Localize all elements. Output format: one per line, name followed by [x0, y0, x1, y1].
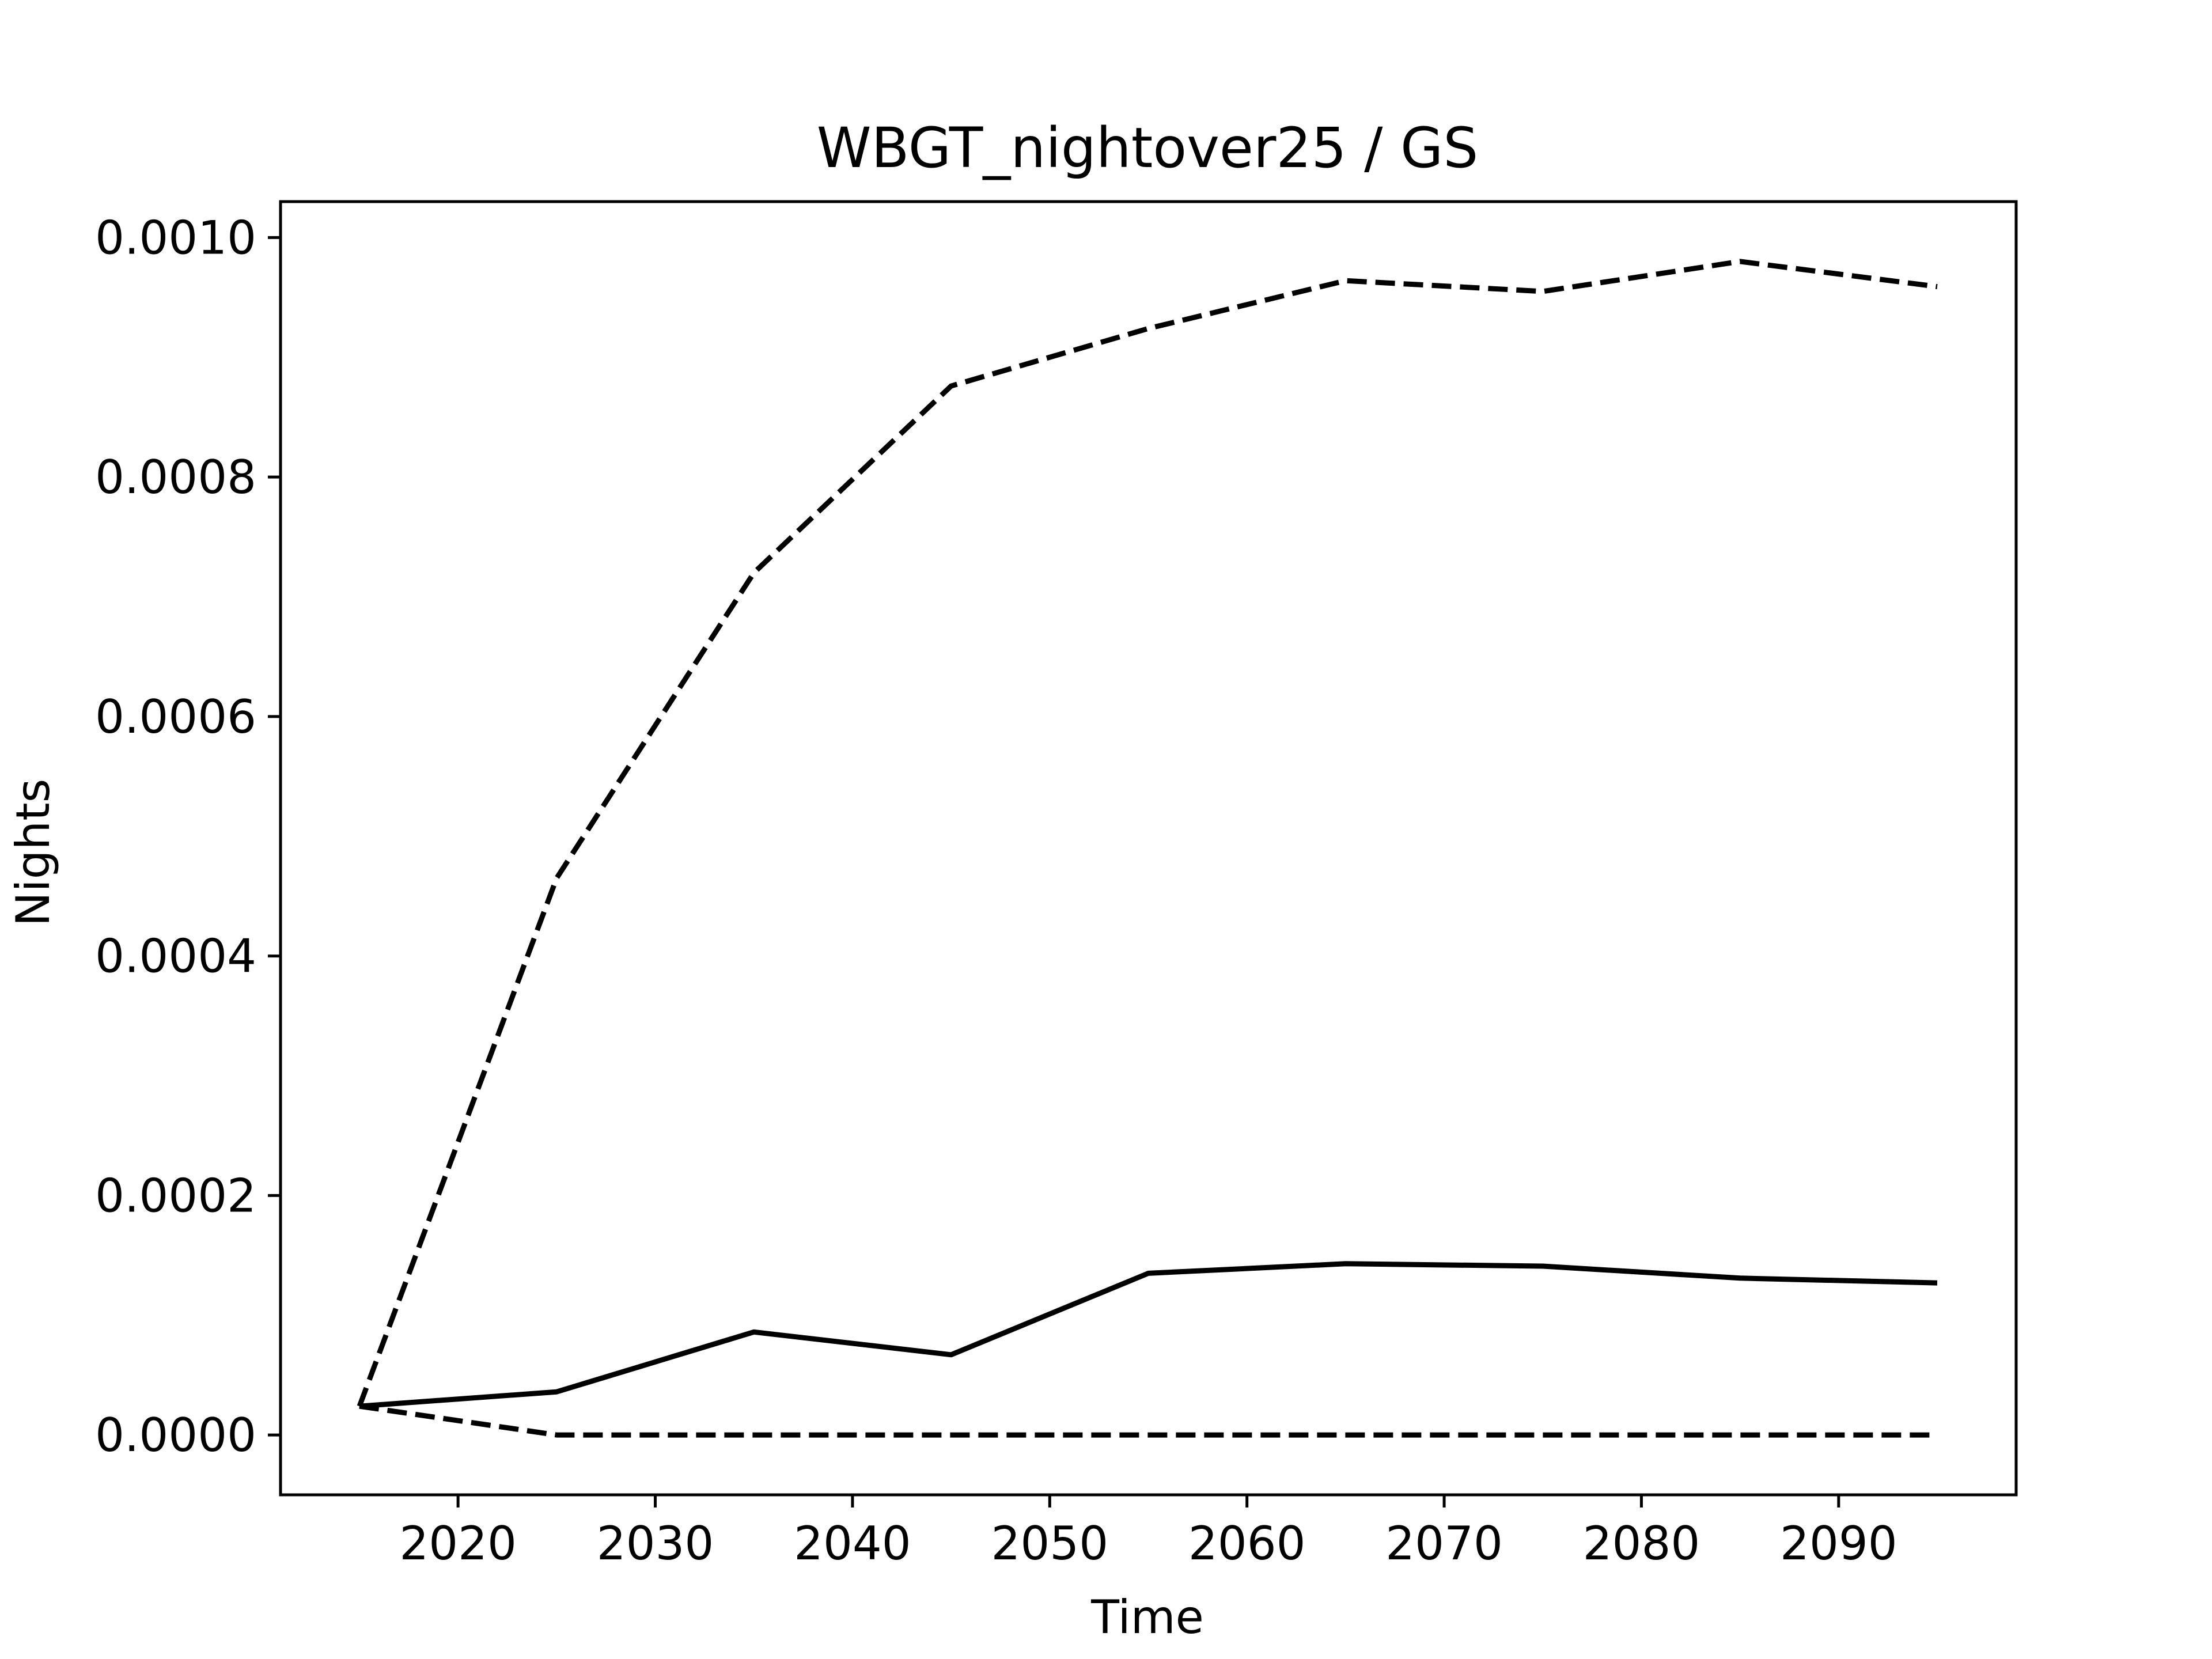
y-tick-label: 0.0006: [95, 690, 256, 744]
x-axis: 2020 2030 2040 2050 2060 2070 2080 2090: [399, 1495, 1897, 1570]
y-tick-label: 0.0008: [95, 450, 256, 504]
y-axis-label: Nights: [6, 779, 60, 927]
x-tick-label: 2040: [794, 1517, 911, 1570]
chart-title: WBGT_nightover25 / GS: [817, 116, 1479, 180]
x-tick-label: 2090: [1780, 1517, 1897, 1570]
y-tick-label: 0.0010: [95, 211, 256, 264]
y-tick-label: 0.0004: [95, 930, 256, 983]
x-tick-label: 2070: [1385, 1517, 1503, 1570]
series-layer: [357, 259, 1938, 1438]
y-axis: 0.0000 0.0002 0.0004 0.0006 0.0008 0.0010: [95, 211, 281, 1462]
x-tick-label: 2030: [597, 1517, 714, 1570]
y-tick-label: 0.0002: [95, 1169, 256, 1222]
x-axis-label: Time: [1090, 1590, 1204, 1644]
series-line-1-solid: [359, 1261, 1938, 1409]
y-tick-label: 0.0000: [95, 1408, 256, 1462]
x-tick-label: 2050: [991, 1517, 1109, 1570]
x-tick-label: 2060: [1188, 1517, 1306, 1570]
series-line-2-dashed: [357, 259, 1938, 1407]
plot-area-frame: [279, 200, 2018, 1497]
x-tick-label: 2020: [399, 1517, 517, 1570]
x-tick-label: 2080: [1583, 1517, 1700, 1570]
series-line-3-dashed: [359, 1403, 1937, 1438]
